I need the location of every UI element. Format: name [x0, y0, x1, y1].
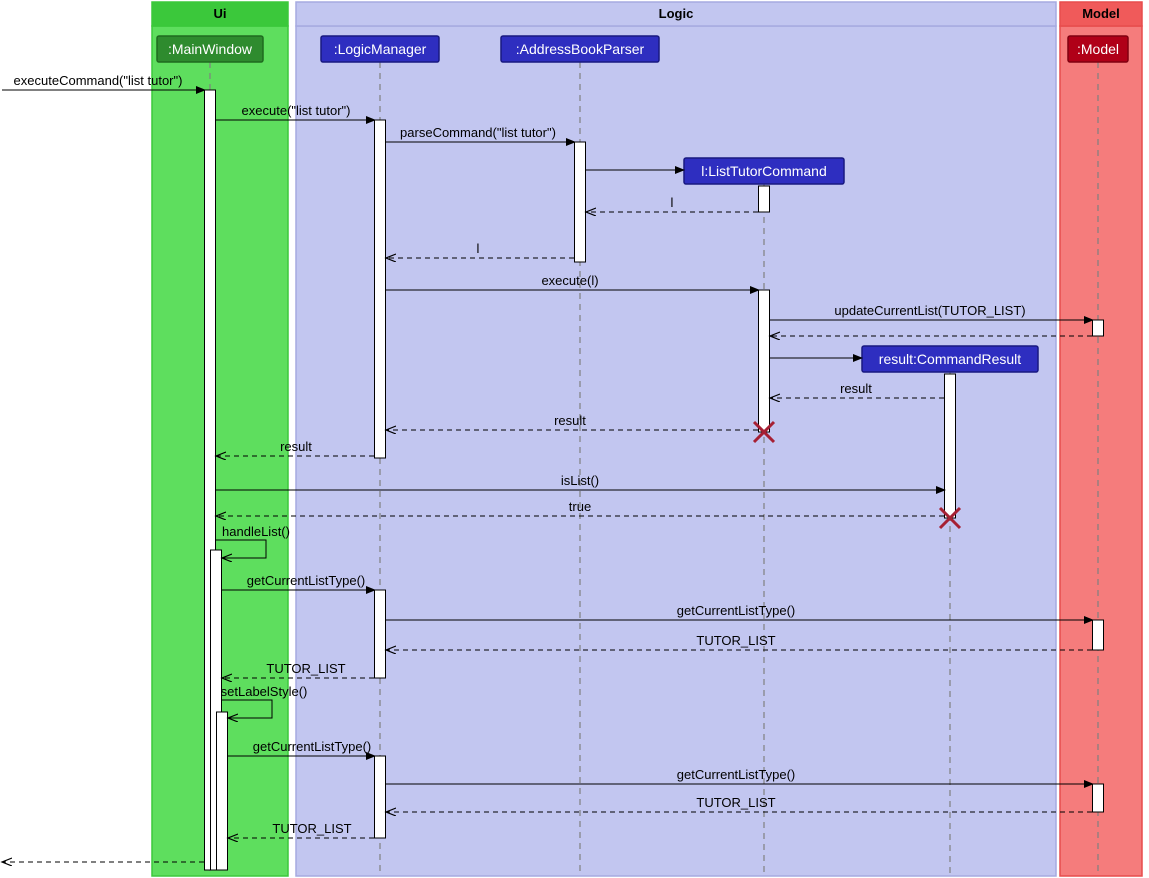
- activation-model: [1093, 620, 1104, 650]
- lifeline-label: :MainWindow: [168, 41, 253, 57]
- activation-cr: [945, 374, 956, 518]
- message-label: parseCommand("list tutor"): [400, 125, 556, 140]
- message-label: executeCommand("list tutor"): [14, 73, 183, 88]
- activation-abp: [575, 142, 586, 262]
- activation-model: [1093, 320, 1104, 336]
- lifeline-label: :LogicManager: [334, 41, 427, 57]
- message: executeCommand("list tutor"): [2, 73, 205, 90]
- activation-mw: [217, 712, 228, 870]
- activation-model: [1093, 784, 1104, 812]
- activation-lm: [375, 756, 386, 838]
- lifeline-label: result:CommandResult: [879, 351, 1021, 367]
- message: parseCommand("list tutor"): [386, 125, 575, 142]
- message-label: TUTOR_LIST: [272, 821, 351, 836]
- lifeline-abp: :AddressBookParser: [501, 36, 659, 62]
- lifeline-model: :Model: [1068, 36, 1128, 62]
- lifeline-mw: :MainWindow: [157, 36, 263, 62]
- activation-ltc: [759, 186, 770, 212]
- region-model: Model: [1060, 2, 1142, 876]
- region-title: Model: [1082, 6, 1120, 21]
- sequence-diagram: Ui Logic Model :MainWindow :LogicManager :Add…: [0, 0, 1149, 878]
- message-label: true: [569, 499, 591, 514]
- message-label: result: [280, 439, 312, 454]
- region-title: Logic: [659, 6, 694, 21]
- message-label: isList(): [561, 473, 599, 488]
- message-label: execute(l): [541, 273, 598, 288]
- activation-lm: [375, 120, 386, 458]
- lifeline-label: :Model: [1077, 41, 1119, 57]
- lifeline-ltc: l:ListTutorCommand: [684, 158, 844, 184]
- message-label: updateCurrentList(TUTOR_LIST): [834, 303, 1025, 318]
- message-label: getCurrentListType(): [247, 573, 366, 588]
- message-label: getCurrentListType(): [677, 603, 796, 618]
- message-label: result: [840, 381, 872, 396]
- message-label: execute("list tutor"): [242, 103, 351, 118]
- message-label: TUTOR_LIST: [696, 795, 775, 810]
- lifeline-label: l:ListTutorCommand: [701, 163, 827, 179]
- lifeline-cr: result:CommandResult: [862, 346, 1038, 372]
- region-title: Ui: [214, 6, 227, 21]
- message-label: TUTOR_LIST: [266, 661, 345, 676]
- message-label: getCurrentListType(): [677, 767, 796, 782]
- message-label: TUTOR_LIST: [696, 633, 775, 648]
- message-label: handleList(): [222, 524, 290, 539]
- lifeline-lm: :LogicManager: [321, 36, 439, 62]
- message-label: l: [477, 241, 480, 256]
- activation-ltc: [759, 290, 770, 432]
- lifeline-label: :AddressBookParser: [516, 41, 645, 57]
- activation-lm: [375, 590, 386, 678]
- message-label: l: [671, 195, 674, 210]
- message-label: getCurrentListType(): [253, 739, 372, 754]
- message-label: setLabelStyle(): [221, 684, 308, 699]
- message-label: result: [554, 413, 586, 428]
